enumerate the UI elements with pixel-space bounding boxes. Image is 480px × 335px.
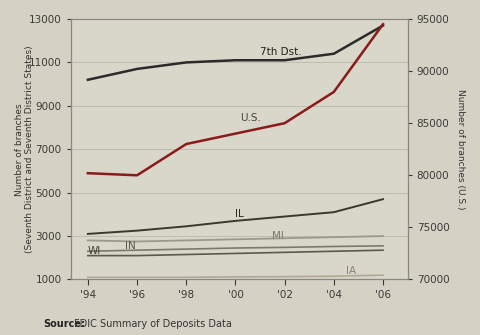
Text: FDIC Summary of Deposits Data: FDIC Summary of Deposits Data xyxy=(74,319,232,329)
Y-axis label: Number of branches
(Seventh District and Seventh District States): Number of branches (Seventh District and… xyxy=(15,46,35,253)
Y-axis label: Number of branches (U.S.): Number of branches (U.S.) xyxy=(456,89,465,209)
Text: IL: IL xyxy=(235,208,244,218)
Text: 7th Dst.: 7th Dst. xyxy=(260,47,301,57)
Text: WI: WI xyxy=(88,246,101,256)
Text: U.S.: U.S. xyxy=(240,113,261,123)
Text: MI: MI xyxy=(272,231,284,241)
Text: IN: IN xyxy=(125,241,135,251)
Text: Source:: Source: xyxy=(43,319,85,329)
Text: IA: IA xyxy=(346,266,356,276)
